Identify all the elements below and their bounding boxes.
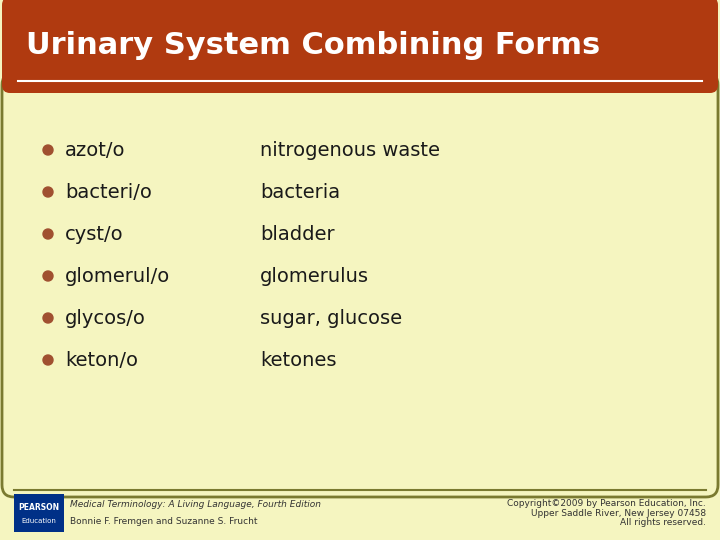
Text: PEARSON: PEARSON bbox=[19, 503, 60, 512]
Text: Bonnie F. Fremgen and Suzanne S. Frucht: Bonnie F. Fremgen and Suzanne S. Frucht bbox=[70, 517, 258, 526]
Text: glomerulus: glomerulus bbox=[260, 267, 369, 286]
Text: Medical Terminology: A Living Language, Fourth Edition: Medical Terminology: A Living Language, … bbox=[70, 500, 321, 509]
FancyBboxPatch shape bbox=[2, 0, 718, 93]
Text: cyst/o: cyst/o bbox=[65, 225, 124, 244]
FancyBboxPatch shape bbox=[14, 494, 64, 532]
Text: azot/o: azot/o bbox=[65, 140, 125, 159]
Text: Copyright©2009 by Pearson Education, Inc.: Copyright©2009 by Pearson Education, Inc… bbox=[508, 499, 706, 508]
Circle shape bbox=[43, 271, 53, 281]
Circle shape bbox=[43, 355, 53, 365]
Circle shape bbox=[43, 229, 53, 239]
Circle shape bbox=[43, 145, 53, 155]
Text: nitrogenous waste: nitrogenous waste bbox=[260, 140, 440, 159]
Text: ketones: ketones bbox=[260, 350, 336, 369]
Text: All rights reserved.: All rights reserved. bbox=[620, 518, 706, 527]
Text: keton/o: keton/o bbox=[65, 350, 138, 369]
Text: glomerul/o: glomerul/o bbox=[65, 267, 170, 286]
Text: bacteria: bacteria bbox=[260, 183, 340, 201]
FancyBboxPatch shape bbox=[2, 73, 718, 497]
Text: Education: Education bbox=[22, 518, 56, 524]
Text: sugar, glucose: sugar, glucose bbox=[260, 308, 402, 327]
Text: Upper Saddle River, New Jersey 07458: Upper Saddle River, New Jersey 07458 bbox=[531, 509, 706, 517]
Text: bladder: bladder bbox=[260, 225, 335, 244]
Text: glycos/o: glycos/o bbox=[65, 308, 146, 327]
Text: bacteri/o: bacteri/o bbox=[65, 183, 152, 201]
Circle shape bbox=[43, 187, 53, 197]
Circle shape bbox=[43, 313, 53, 323]
Text: Urinary System Combining Forms: Urinary System Combining Forms bbox=[26, 30, 600, 59]
